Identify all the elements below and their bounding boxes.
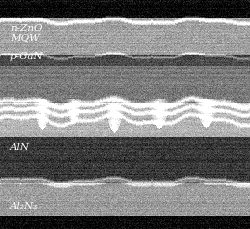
Text: MQW: MQW: [10, 33, 40, 42]
Text: AlN: AlN: [10, 142, 30, 151]
Text: Al₂N₃: Al₂N₃: [10, 202, 38, 211]
Text: n-ZnO: n-ZnO: [10, 24, 42, 33]
Text: p-GaN: p-GaN: [10, 52, 44, 61]
